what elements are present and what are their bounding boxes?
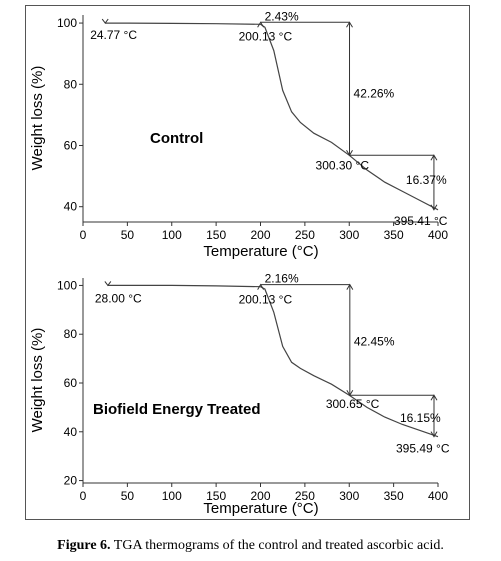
x-tick-label: 300 [339, 228, 359, 242]
annotation-label: 300.65 °C [326, 397, 380, 411]
weight-loss-curve [107, 284, 439, 438]
arrow-marker [430, 204, 438, 211]
y-tick-label: 20 [64, 474, 78, 488]
arrow-marker [430, 431, 438, 438]
panel-title: Control [150, 130, 203, 147]
annotation-label: 200.13 °C [239, 29, 293, 43]
annotation-label: 16.15% [400, 411, 441, 425]
y-axis-label: Weight loss (%) [29, 328, 46, 433]
annotation-label: 2.16% [265, 272, 299, 286]
arrow-marker [257, 21, 265, 28]
y-tick-label: 40 [64, 200, 78, 214]
annotation-label: 42.45% [354, 335, 395, 349]
y-axis-label: Weight loss (%) [29, 66, 46, 171]
panel-title: Biofield Energy Treated [93, 401, 261, 418]
annotation-label: 16.37% [406, 173, 447, 187]
annotation-label: 395.49 °C [396, 442, 450, 456]
y-tick-label: 80 [64, 327, 78, 341]
x-tick-label: 200 [250, 228, 270, 242]
x-tick-label: 150 [206, 489, 226, 503]
figure-frame [25, 5, 470, 520]
x-tick-label: 0 [80, 489, 87, 503]
arrow-marker [346, 150, 353, 157]
control-panel: 40 60 80 100 0 50 100 150 200 250 300 350 400 Contr… [29, 9, 448, 260]
annotation-label: 42.26% [354, 86, 395, 100]
y-tick-label: 40 [64, 425, 78, 439]
x-tick-label: 100 [162, 489, 182, 503]
start-marker [101, 18, 109, 24]
weight-loss-curve [105, 22, 439, 211]
x-tick-label: 100 [162, 228, 182, 242]
annotation-label: 24.77 °C [90, 28, 137, 42]
y-tick-label: 100 [57, 278, 77, 292]
x-tick-label: 50 [121, 228, 135, 242]
x-tick-label: 0 [80, 228, 87, 242]
x-tick-label: 150 [206, 228, 226, 242]
x-tick-label: 200 [250, 489, 270, 503]
x-axis-label: Temperature (°C) [203, 243, 318, 260]
x-tick-label: 300 [339, 489, 359, 503]
arrow-marker [346, 21, 353, 28]
treated-panel: 20 40 60 80 100 0 50 100 150 200 250 300 350 400 Bio… [29, 272, 450, 517]
arrow-marker [346, 283, 354, 290]
x-axis-label: Temperature (°C) [203, 500, 318, 517]
x-tick-label: 350 [384, 228, 404, 242]
annotation-label: 300.30 °C [316, 158, 370, 172]
annotation-label: 395.41 °C [394, 214, 448, 228]
arrow-marker [257, 283, 265, 290]
annotation-label: 28.00 °C [95, 291, 142, 305]
x-tick-label: 400 [428, 489, 448, 503]
y-tick-label: 80 [64, 77, 78, 91]
caption-text: TGA thermograms of the control and treat… [110, 538, 444, 553]
y-tick-label: 60 [64, 138, 78, 152]
x-tick-label: 250 [295, 228, 315, 242]
y-tick-label: 60 [64, 376, 78, 390]
y-tick-label: 100 [57, 16, 77, 30]
arrow-marker [346, 389, 354, 397]
x-tick-label: 50 [121, 489, 135, 503]
figure-caption: Figure 6. TGA thermograms of the control… [0, 538, 501, 554]
arrow-marker [430, 154, 438, 161]
arrow-marker [430, 394, 438, 401]
caption-label: Figure 6. [57, 538, 111, 553]
start-marker [104, 281, 112, 287]
x-tick-label: 350 [384, 489, 404, 503]
x-tick-label: 250 [295, 489, 315, 503]
annotation-label: 2.43% [265, 9, 299, 23]
annotation-label: 200.13 °C [239, 293, 293, 307]
x-tick-label: 400 [428, 228, 448, 242]
